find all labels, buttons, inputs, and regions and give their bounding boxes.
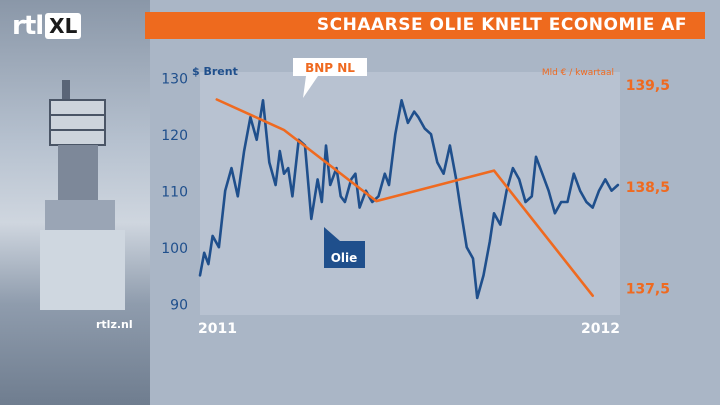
oil-rig-illustration <box>40 80 125 310</box>
left-tick-label: 100 <box>161 241 188 257</box>
series-layer <box>198 98 620 300</box>
oil-series-line <box>198 99 620 300</box>
right-tick-label: 137,5 <box>626 282 670 298</box>
x-axis-end-label: 2012 <box>581 321 620 337</box>
bnp-callout: BNP NL <box>293 58 367 98</box>
oil-callout-label: Olie <box>331 251 358 265</box>
right-axis: 139,5 138,5 137,5 <box>626 78 670 297</box>
right-tick-label: 139,5 <box>626 78 670 94</box>
bnp-callout-box <box>293 58 367 98</box>
right-tick-label: 138,5 <box>626 180 670 196</box>
left-tick-label: 130 <box>161 72 188 88</box>
left-axis-unit: $ Brent <box>192 65 238 78</box>
left-tick-label: 110 <box>161 185 188 201</box>
bnp-series-line <box>215 98 595 298</box>
logo-xl: XL <box>45 13 82 39</box>
source-label: rtlz.nl <box>96 318 133 331</box>
x-axis-start-label: 2011 <box>198 321 237 337</box>
oil-callout: Olie <box>324 227 365 268</box>
bnp-callout-label: BNP NL <box>305 61 355 75</box>
left-tick-label: 120 <box>161 128 188 144</box>
left-axis: 130 120 110 100 90 <box>161 72 188 314</box>
left-tick-label: 90 <box>170 298 188 314</box>
logo-rtl: rtl <box>12 11 44 41</box>
channel-logo: rtl XL <box>12 10 82 42</box>
right-axis-unit: Mld € / kwartaal <box>542 68 614 78</box>
oil-callout-box <box>324 227 365 268</box>
headline-banner: SCHAARSE OLIE KNELT ECONOMIE AF <box>145 12 705 39</box>
